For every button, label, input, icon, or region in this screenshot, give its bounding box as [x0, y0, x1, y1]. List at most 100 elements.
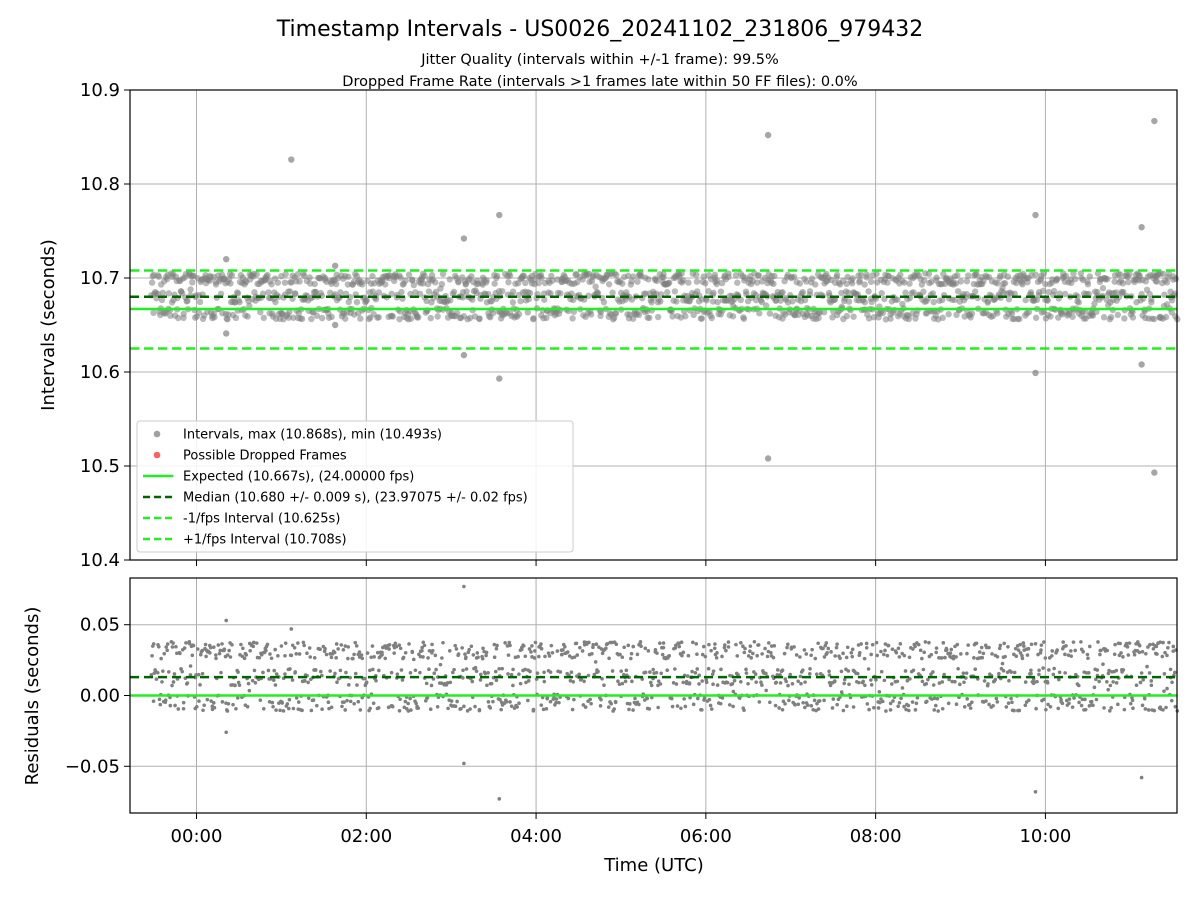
residual-point	[341, 648, 346, 652]
residual-point	[342, 700, 346, 704]
residual-point	[398, 646, 403, 651]
residual-point	[861, 679, 866, 684]
residual-point	[600, 676, 604, 681]
residual-point	[635, 652, 640, 657]
residual-point	[353, 671, 358, 676]
residual-point	[986, 682, 990, 686]
residual-point	[896, 704, 900, 709]
residual-point	[527, 647, 532, 651]
legend-marker	[153, 430, 161, 438]
residual-point	[686, 653, 691, 658]
residual-point	[1007, 678, 1011, 683]
interval-point	[887, 315, 894, 322]
residual-point	[1171, 649, 1176, 653]
residual-point	[346, 645, 351, 649]
residual-point	[208, 650, 212, 655]
residual-point	[246, 681, 251, 686]
interval-point	[925, 270, 933, 278]
intervals-x-ticks	[195, 560, 1046, 566]
interval-point	[861, 299, 869, 306]
residual-point	[638, 640, 643, 644]
residual-point	[823, 643, 828, 648]
interval-point	[680, 277, 687, 284]
residual-point	[494, 678, 499, 683]
residual-point	[1095, 668, 1100, 672]
interval-point	[469, 296, 476, 303]
residual-point	[847, 682, 851, 687]
interval-point	[1061, 290, 1069, 298]
interval-point	[1071, 275, 1079, 283]
residual-point	[748, 644, 753, 648]
interval-point	[849, 280, 856, 287]
legend-label: Expected (10.667s), (24.00000 fps)	[183, 470, 414, 485]
residual-point	[338, 668, 343, 673]
interval-point	[968, 310, 976, 317]
residual-point	[720, 654, 724, 659]
residual-point	[554, 700, 558, 705]
interval-point	[755, 272, 762, 279]
residual-point	[700, 679, 704, 683]
residual-point	[507, 640, 512, 645]
residual-point	[827, 680, 832, 685]
residual-point	[218, 648, 223, 653]
residual-point	[700, 708, 704, 712]
residual-point	[835, 642, 839, 646]
residual-point	[159, 656, 163, 661]
interval-point	[1146, 290, 1153, 298]
interval-point	[150, 309, 157, 317]
interval-point	[318, 314, 326, 322]
residual-point	[661, 641, 666, 645]
residual-point	[476, 655, 480, 660]
residual-point	[949, 647, 954, 652]
residual-point	[456, 652, 461, 656]
residual-point	[151, 699, 156, 704]
residual-point	[254, 641, 259, 645]
interval-outlier-point	[496, 211, 503, 219]
residual-point	[784, 679, 788, 684]
residual-point	[1006, 644, 1010, 649]
residual-point	[1063, 652, 1067, 657]
residual-point	[430, 642, 434, 647]
residual-point	[703, 654, 708, 659]
residual-point	[535, 671, 540, 675]
residual-point	[334, 656, 338, 660]
interval-point	[159, 289, 167, 297]
residual-point	[925, 699, 929, 704]
interval-point	[945, 311, 952, 318]
residual-point	[895, 679, 900, 684]
residual-point	[1033, 641, 1038, 646]
residual-point	[844, 655, 849, 660]
interval-point	[1126, 271, 1133, 278]
residual-point	[420, 648, 424, 653]
residual-point	[594, 642, 599, 647]
residual-point	[697, 682, 701, 686]
residual-point	[872, 705, 876, 710]
interval-point	[1086, 273, 1093, 280]
interval-point	[466, 314, 474, 322]
residual-point	[1107, 668, 1111, 673]
residual-outlier-point	[224, 618, 229, 623]
interval-point	[453, 309, 461, 317]
interval-outlier-point	[764, 455, 772, 462]
interval-point	[165, 290, 172, 297]
residual-point	[616, 679, 620, 684]
residual-point	[261, 670, 265, 675]
residual-point	[883, 648, 887, 653]
intervals-y-tick-label: 10.9	[80, 80, 120, 101]
residual-point	[453, 704, 458, 709]
residual-point	[288, 667, 292, 671]
residual-point	[434, 667, 438, 672]
residual-point	[997, 671, 1001, 676]
interval-point	[756, 310, 763, 317]
residual-point	[414, 701, 418, 706]
residual-point	[946, 701, 951, 706]
interval-point	[1070, 270, 1077, 277]
residual-point	[335, 680, 339, 684]
residual-point	[783, 702, 787, 706]
residual-point	[291, 706, 296, 711]
residual-point	[539, 703, 544, 707]
residual-point	[830, 706, 835, 710]
residual-point	[719, 667, 723, 672]
interval-point	[1053, 275, 1061, 283]
interval-point	[574, 278, 581, 286]
